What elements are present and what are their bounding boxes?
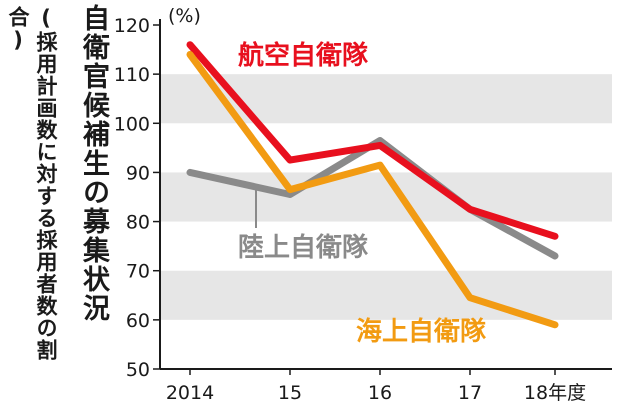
chart-title: 自衛官候補生の募集状況	[78, 4, 109, 323]
y-tick-label: 70	[126, 261, 150, 283]
y-tick-label: 100	[114, 113, 150, 135]
series-label: 海上自衛隊	[356, 316, 487, 347]
band-rect	[160, 270, 612, 320]
series-line	[186, 41, 559, 240]
y-tick-label: 80	[126, 212, 150, 234]
series-label: 陸上自衛隊	[238, 232, 369, 263]
background-bands	[160, 74, 612, 320]
band-rect	[160, 74, 612, 124]
y-tick-label: 110	[114, 64, 150, 86]
series-label: 航空自衛隊	[238, 40, 369, 71]
y-tick-label: 90	[126, 162, 150, 184]
y-unit-label: (%)	[168, 5, 201, 27]
x-tick-label: 18年度	[524, 382, 586, 404]
x-tick-label: 15	[278, 382, 302, 404]
axes: 50 60 70 80 90 100 110 120 (%) 2014 15 16 17 18年度	[114, 5, 612, 404]
series-line	[186, 51, 559, 329]
y-tick-label: 60	[126, 310, 150, 332]
chart-subtitle: (採用計画数に対する採用者数の割合)	[6, 6, 58, 361]
x-tick-label: 17	[458, 382, 482, 404]
x-tick-label: 2014	[166, 382, 214, 404]
y-tick-label: 50	[126, 359, 150, 381]
x-tick-label: 16	[368, 382, 392, 404]
y-tick-label: 120	[114, 15, 150, 37]
